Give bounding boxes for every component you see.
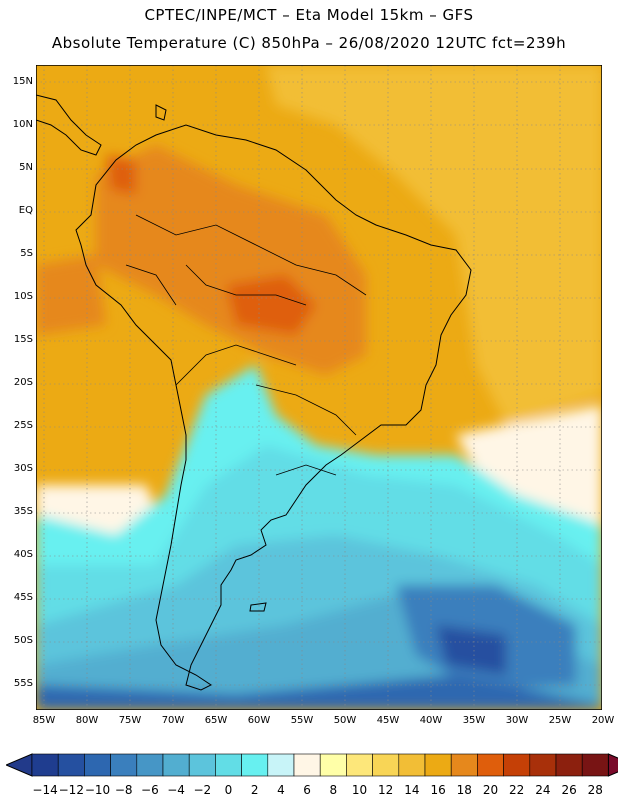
colorbar-tick-label: 20 bbox=[482, 783, 499, 797]
colorbar-swatch bbox=[31, 753, 59, 777]
colorbar-swatch bbox=[477, 753, 504, 777]
colorbar-tick-label: 0 bbox=[224, 783, 233, 797]
lat-label: 10N bbox=[12, 119, 33, 130]
colorbar-swatch bbox=[241, 753, 269, 777]
lon-label: 60W bbox=[247, 715, 271, 726]
lat-label: 55S bbox=[13, 678, 33, 689]
colorbar-tick-label: 22 bbox=[509, 783, 525, 797]
colorbar-swatch bbox=[398, 753, 426, 777]
colorbar-swatch bbox=[162, 753, 190, 777]
chart-title-line-1: CPTEC/INPE/MCT – Eta Model 15km – GFS bbox=[144, 6, 474, 24]
lat-label: 40S bbox=[13, 549, 33, 560]
field-pale-band bbox=[456, 405, 602, 535]
colorbar-tick-label: 12 bbox=[378, 783, 394, 797]
colorbar-swatch bbox=[372, 753, 400, 777]
lon-label: 65W bbox=[204, 715, 228, 726]
lon-label: 25W bbox=[548, 715, 572, 726]
caribbean-island bbox=[155, 104, 167, 121]
colorbar-swatch bbox=[319, 753, 347, 777]
colorbar-swatch bbox=[136, 753, 164, 777]
lat-label: 15N bbox=[12, 76, 33, 87]
chart-title-line-2: Absolute Temperature (C) 850hPa – 26/08/… bbox=[51, 34, 567, 52]
colorbar-swatch bbox=[110, 753, 138, 777]
colorbar-tick-label: −2 bbox=[193, 783, 212, 797]
lon-label: 50W bbox=[333, 715, 357, 726]
lon-label: 30W bbox=[505, 715, 529, 726]
lon-label: 20W bbox=[591, 715, 615, 726]
colorbar-tick-label: 14 bbox=[404, 783, 420, 797]
lat-label: 50S bbox=[13, 635, 33, 646]
colorbar-swatch bbox=[57, 753, 85, 777]
lon-label: 85W bbox=[32, 715, 56, 726]
colorbar-tick-label: 4 bbox=[277, 783, 285, 797]
colorbar-swatch bbox=[267, 753, 295, 777]
coastlines bbox=[36, 94, 472, 691]
lat-label: 30S bbox=[13, 463, 33, 474]
lon-label: 45W bbox=[376, 715, 400, 726]
colorbar-tick-label: −12 bbox=[58, 783, 84, 797]
lat-label: 25S bbox=[13, 420, 33, 431]
colorbar-swatch bbox=[424, 753, 452, 777]
colorbar-swatch bbox=[188, 753, 216, 777]
colorbar-swatch bbox=[84, 753, 111, 777]
colorbar-swatch bbox=[555, 753, 583, 777]
colorbar-min-arrow bbox=[6, 753, 33, 777]
lat-label: 45S bbox=[13, 592, 33, 603]
lat-label: 10S bbox=[13, 291, 33, 302]
lat-label: 35S bbox=[13, 506, 33, 517]
colorbar-tick-label: 8 bbox=[329, 783, 338, 797]
lat-label: EQ bbox=[18, 205, 33, 216]
field-atlantic-16 bbox=[416, 65, 602, 265]
south-america-coast bbox=[75, 124, 472, 691]
lon-label: 80W bbox=[75, 715, 99, 726]
temperature-map bbox=[36, 65, 602, 710]
field-west-20 bbox=[36, 255, 106, 335]
colorbar-tick-label: 2 bbox=[250, 783, 259, 797]
lon-label: 75W bbox=[118, 715, 142, 726]
colorbar-swatch bbox=[346, 753, 373, 777]
colorbar-tick-label: 24 bbox=[535, 783, 551, 797]
colorbar-swatch bbox=[503, 753, 531, 777]
central-america-coast bbox=[36, 94, 102, 156]
colorbar-swatch bbox=[215, 753, 242, 777]
falklands bbox=[249, 602, 267, 612]
colorbar-tick-label: −14 bbox=[32, 783, 58, 797]
field-cold-minus12 bbox=[436, 625, 506, 675]
lon-label: 40W bbox=[419, 715, 443, 726]
lat-label: 20S bbox=[13, 377, 33, 388]
lat-label: 5S bbox=[20, 248, 33, 259]
field-cold-minus8 bbox=[36, 675, 602, 710]
colorbar-tick-label: 16 bbox=[430, 783, 446, 797]
colorbar-max-arrow bbox=[607, 753, 618, 777]
field-central-22 bbox=[226, 275, 316, 335]
colorbar-tick-label: 26 bbox=[561, 783, 577, 797]
lat-label: 15S bbox=[13, 334, 33, 345]
lon-label: 70W bbox=[161, 715, 185, 726]
colorbar-tick-label: −6 bbox=[141, 783, 159, 797]
colorbar-tick-label: −4 bbox=[167, 783, 185, 797]
colorbar-tick-label: −10 bbox=[84, 783, 111, 797]
colorbar-swatch bbox=[581, 753, 609, 777]
colorbar bbox=[6, 753, 618, 777]
lat-label: 5N bbox=[19, 162, 33, 173]
country-borders bbox=[125, 214, 367, 476]
lon-label: 55W bbox=[290, 715, 314, 726]
colorbar-swatch bbox=[529, 753, 557, 777]
colorbar-tick-label: 10 bbox=[351, 783, 368, 797]
colorbar-swatch bbox=[293, 753, 321, 777]
field-north-22 bbox=[106, 155, 136, 195]
colorbar-swatch bbox=[450, 753, 478, 777]
colorbar-tick-label: 28 bbox=[587, 783, 603, 797]
colorbar-tick-label: 18 bbox=[456, 783, 472, 797]
colorbar-tick-label: 6 bbox=[303, 783, 311, 797]
lon-label: 35W bbox=[462, 715, 486, 726]
colorbar-tick-label: −8 bbox=[114, 783, 133, 797]
